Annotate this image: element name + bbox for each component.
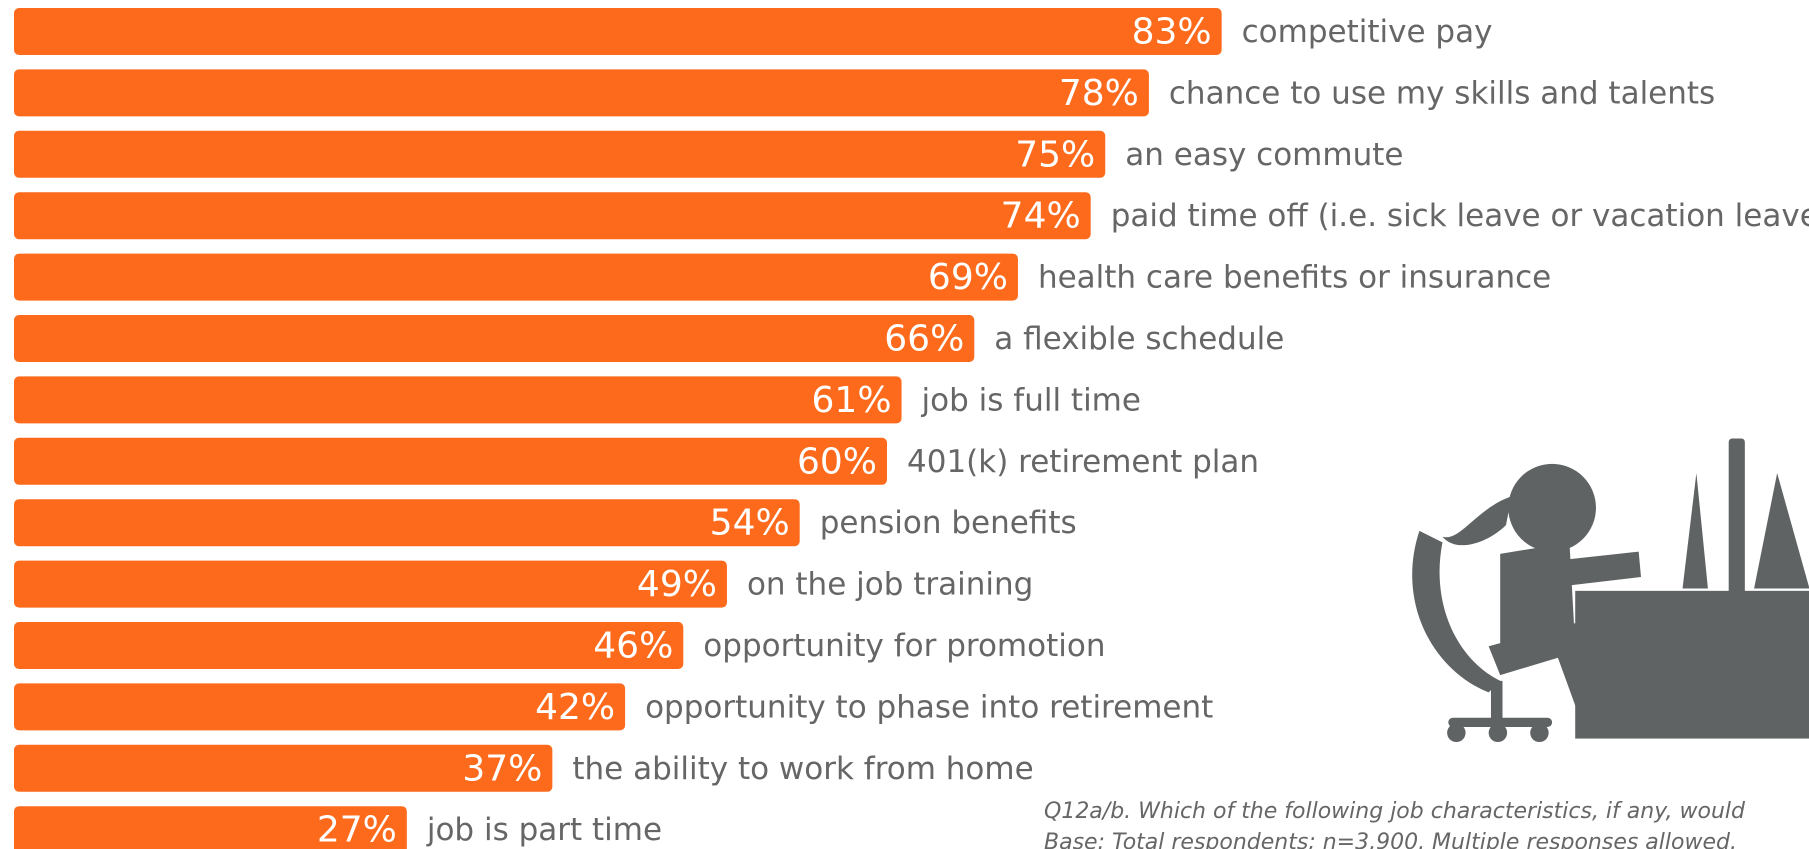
category-label: a flexible schedule <box>994 321 1284 357</box>
bar <box>14 253 1018 301</box>
value-label: 61% <box>812 380 892 421</box>
category-label: competitive pay <box>1242 14 1493 50</box>
category-label: the ability to work from home <box>572 751 1033 787</box>
value-label: 74% <box>1001 196 1081 237</box>
bar <box>14 315 975 362</box>
bar <box>14 806 407 849</box>
value-label: 46% <box>593 626 673 667</box>
bar <box>14 744 553 792</box>
value-label: 78% <box>1059 73 1139 114</box>
value-label: 49% <box>637 564 717 605</box>
worker-icon <box>1412 438 1809 743</box>
category-label: opportunity for promotion <box>703 628 1105 664</box>
category-label: on the job training <box>747 567 1033 603</box>
category-label: paid time off (i.e. sick leave or vacati… <box>1111 198 1809 234</box>
category-label: pension benefits <box>820 505 1077 541</box>
category-label: an easy commute <box>1125 137 1403 173</box>
value-label: 69% <box>928 257 1008 298</box>
value-label: 60% <box>797 441 877 482</box>
bar <box>14 69 1149 117</box>
category-label: 401(k) retirement plan <box>907 444 1259 480</box>
bar <box>14 499 800 547</box>
bar <box>14 683 626 731</box>
bar <box>14 130 1106 178</box>
bar <box>14 560 727 608</box>
category-label: chance to use my skills and talents <box>1169 75 1715 111</box>
category-label: job is full time <box>921 382 1141 418</box>
value-label: 42% <box>535 687 615 728</box>
note: Q12a/b. Which of the following job chara… <box>1044 799 1746 824</box>
value-label: 83% <box>1132 12 1212 53</box>
value-label: 66% <box>884 319 964 360</box>
category-label: job is part time <box>426 812 662 848</box>
value-label: 27% <box>317 810 397 849</box>
category-label: health care benefits or insurance <box>1038 260 1551 296</box>
bar <box>14 622 684 669</box>
value-label: 37% <box>462 748 542 789</box>
note: Base: Total respondents; n=3,900. Multip… <box>1044 830 1737 849</box>
bar <box>14 376 902 424</box>
category-label: opportunity to phase into retirement <box>645 689 1213 725</box>
value-label: 54% <box>710 503 790 544</box>
bar <box>14 437 887 485</box>
value-label: 75% <box>1015 134 1095 175</box>
bar <box>14 8 1222 55</box>
bar <box>14 192 1091 240</box>
